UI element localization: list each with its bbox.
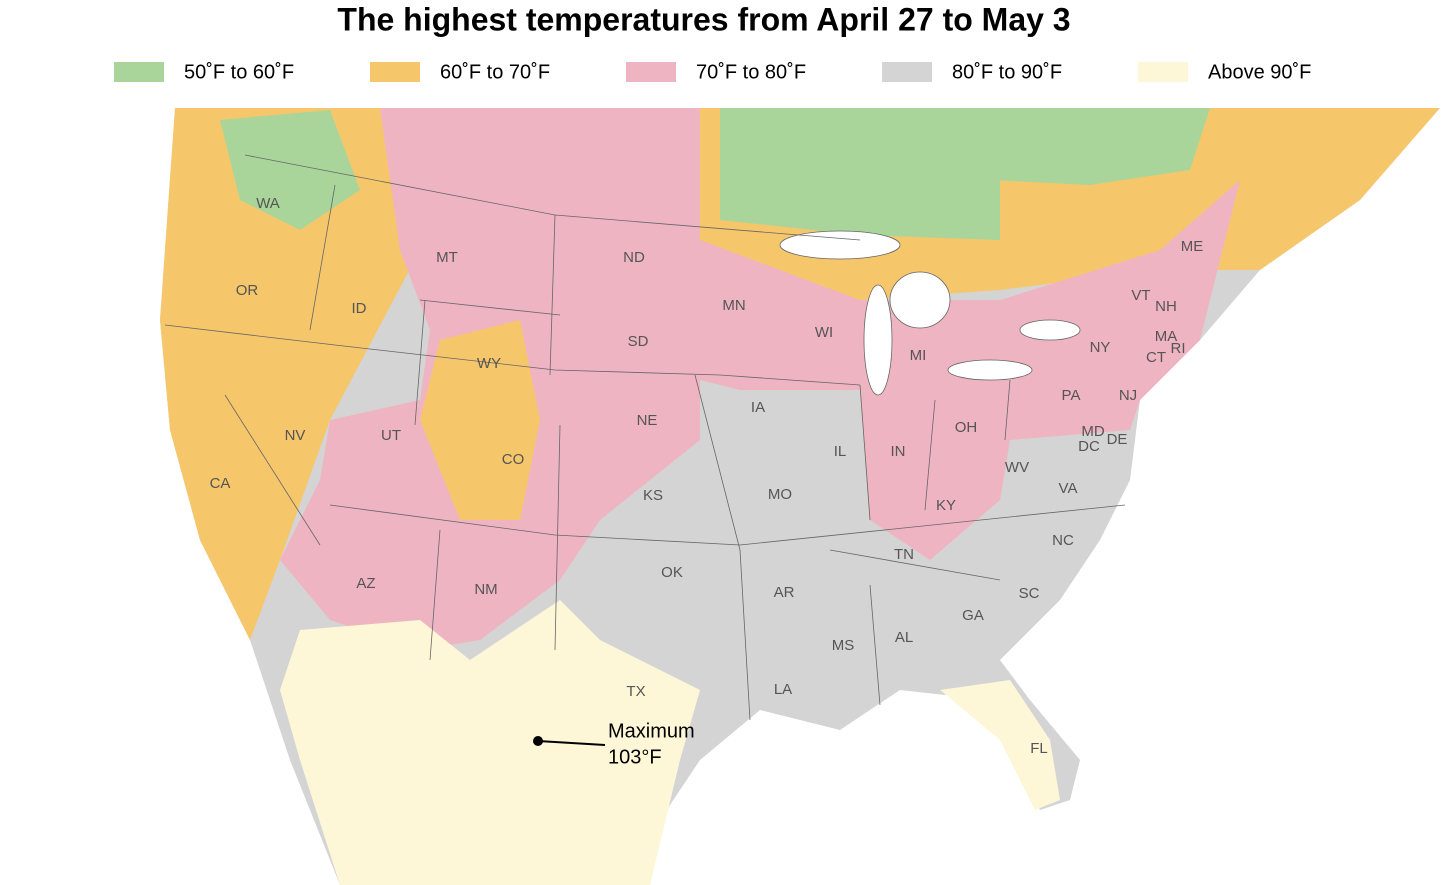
state-label: NH xyxy=(1155,298,1177,315)
state-label: NJ xyxy=(1119,387,1137,404)
state-label: TX xyxy=(626,683,645,700)
state-label: TN xyxy=(894,546,914,563)
legend-label: 80˚F to 90˚F xyxy=(952,61,1062,83)
state-label: WI xyxy=(815,324,833,341)
temperature-region xyxy=(940,680,1060,810)
state-label: IN xyxy=(891,443,906,460)
lake xyxy=(1019,319,1081,341)
state-label: PA xyxy=(1062,387,1081,404)
state-label: WV xyxy=(1005,459,1029,476)
state-label: CT xyxy=(1146,349,1166,366)
legend-swatch xyxy=(1138,62,1188,82)
state-label: ME xyxy=(1181,238,1204,255)
lake xyxy=(863,284,893,396)
state-label: SC xyxy=(1019,585,1040,602)
state-label: MS xyxy=(832,637,855,654)
lake xyxy=(779,230,901,260)
annotation: Maximum 103°F xyxy=(533,720,695,768)
state-label: CO xyxy=(502,451,525,468)
state-label: OH xyxy=(955,419,978,436)
state-label: NY xyxy=(1090,339,1111,356)
land xyxy=(160,108,1440,885)
legend-swatch xyxy=(114,62,164,82)
state-label: MI xyxy=(910,347,927,364)
state-labels: WA OR ID MT ND SD WY NV UT CO CA AZ NM NE KS OK TX MN IA MO… xyxy=(210,195,1204,757)
legend-swatch xyxy=(882,62,932,82)
annotation-dot xyxy=(533,736,543,746)
state-label: UT xyxy=(381,427,401,444)
state-label: MO xyxy=(768,486,792,503)
state-label: DC xyxy=(1078,438,1100,455)
state-label: WA xyxy=(256,195,280,212)
legend-label: 60˚F to 70˚F xyxy=(440,61,550,83)
state-label: AL xyxy=(895,629,913,646)
map-title: The highest temperatures from April 27 t… xyxy=(337,1,1070,37)
state-label: WY xyxy=(477,355,501,372)
state-label: MD xyxy=(1081,423,1104,440)
state-label: NE xyxy=(637,412,658,429)
state-label: OK xyxy=(661,564,683,581)
temperature-region xyxy=(280,600,700,885)
state-label: AR xyxy=(774,584,795,601)
state-label: MN xyxy=(722,297,745,314)
legend-swatch xyxy=(370,62,420,82)
temperature-region xyxy=(420,320,540,520)
legend-label: 70˚F to 80˚F xyxy=(696,61,806,83)
state-label: GA xyxy=(962,607,984,624)
legend-label: Above 90˚F xyxy=(1208,61,1311,83)
state-label: AZ xyxy=(356,575,375,592)
legend-swatch xyxy=(626,62,676,82)
state-label: NV xyxy=(285,427,306,444)
state-label: MA xyxy=(1155,328,1178,345)
state-label: DE xyxy=(1107,431,1128,448)
state-label: MT xyxy=(436,249,458,266)
annotation-text: Maximum xyxy=(608,720,695,742)
state-label: OR xyxy=(236,282,259,299)
state-label: LA xyxy=(774,681,792,698)
legend: 50˚F to 60˚F 60˚F to 70˚F 70˚F to 80˚F 80˚F… xyxy=(114,61,1311,83)
state-label: IL xyxy=(834,443,847,460)
temperature-region xyxy=(720,108,1000,240)
state-label: CA xyxy=(210,475,231,492)
temperature-region xyxy=(990,108,1210,185)
state-label: NC xyxy=(1052,532,1074,549)
state-label: KS xyxy=(643,487,663,504)
state-label: ID xyxy=(352,300,367,317)
state-borders xyxy=(164,154,1126,721)
lake xyxy=(889,271,951,329)
annotation-line xyxy=(537,740,606,746)
lake xyxy=(947,359,1033,381)
legend-label: 50˚F to 60˚F xyxy=(184,61,294,83)
state-label: VT xyxy=(1131,287,1150,304)
state-label: ND xyxy=(623,249,645,266)
state-label: FL xyxy=(1030,740,1048,757)
state-label: VA xyxy=(1059,480,1078,497)
state-label: KY xyxy=(936,497,956,514)
state-label: NM xyxy=(474,581,497,598)
state-label: IA xyxy=(751,399,765,416)
temperature-region xyxy=(220,110,360,230)
annotation-text: 103°F xyxy=(608,746,662,768)
state-label: RI xyxy=(1171,340,1186,357)
temperature-region xyxy=(160,108,1440,640)
state-label: SD xyxy=(628,333,649,350)
